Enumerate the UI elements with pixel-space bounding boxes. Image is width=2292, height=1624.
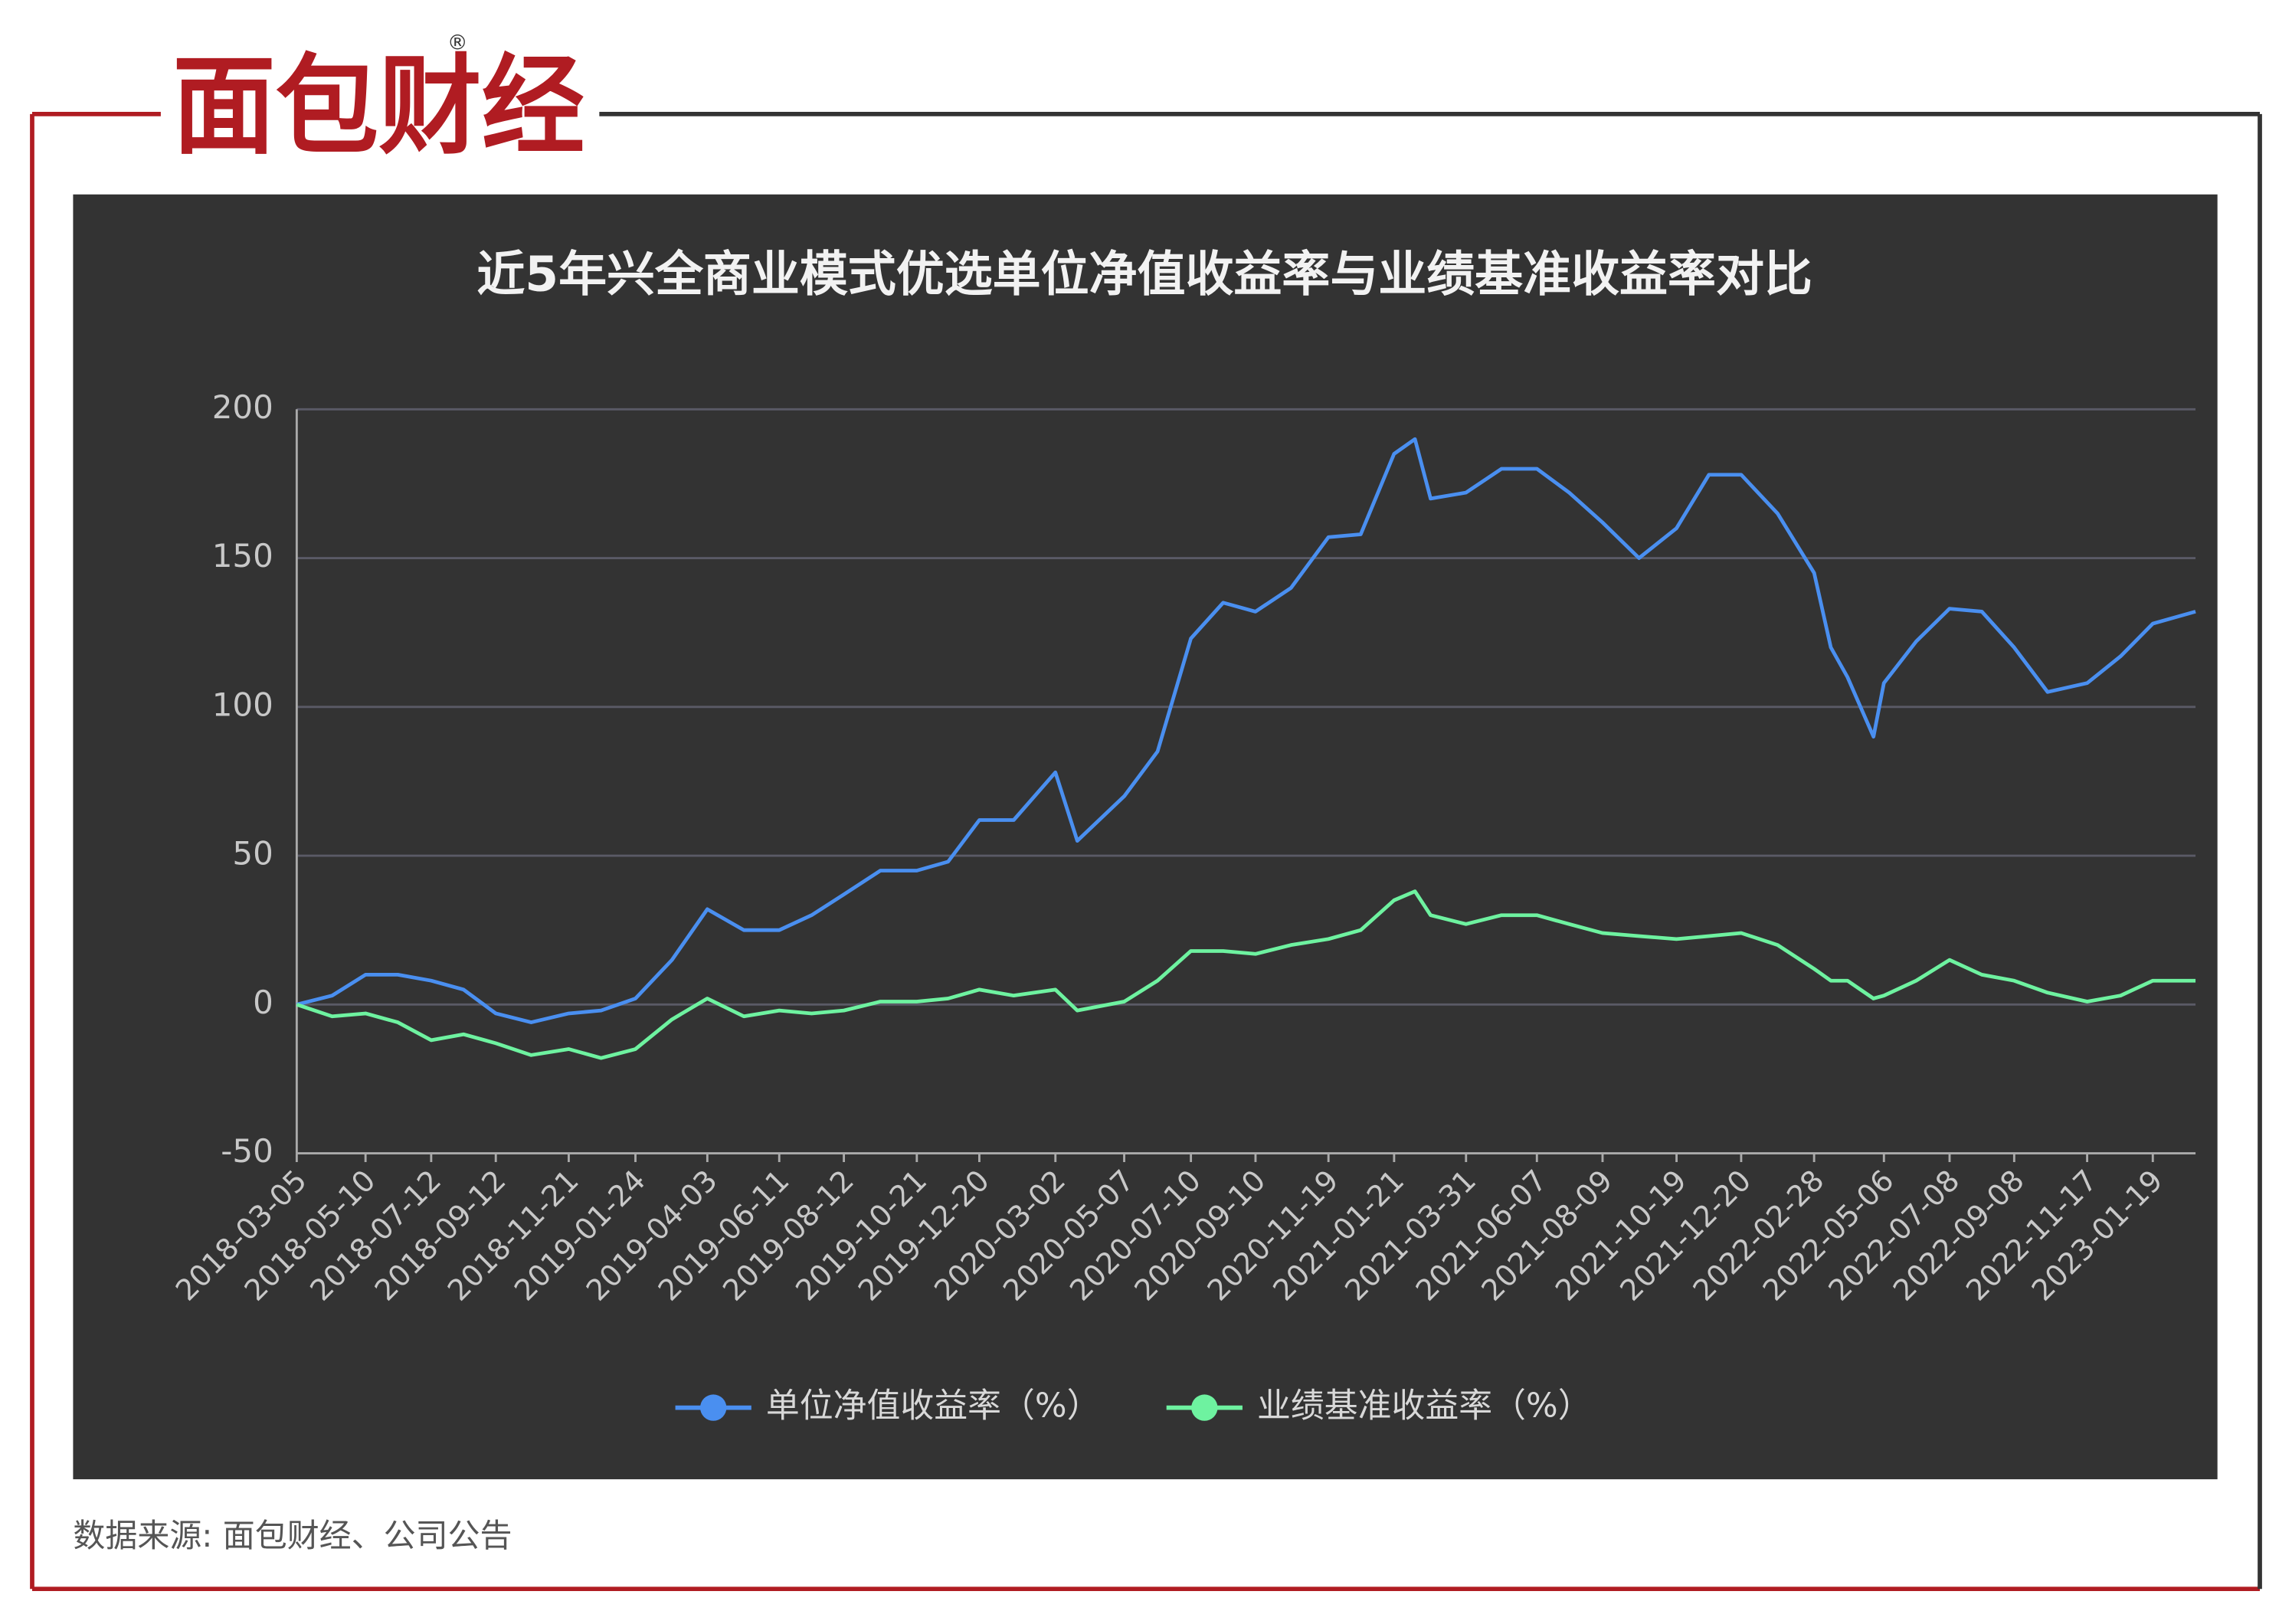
chart-title: 近5年兴全商业模式优选单位净值收益率与业绩基准收益率对比: [476, 247, 1812, 303]
series-line: [296, 889, 2196, 1060]
y-tick-label: 200: [212, 388, 273, 426]
frame: [30, 111, 2262, 1592]
logo-mark: ®: [447, 31, 468, 55]
legend-item[interactable]: 业绩基准收益率（%）: [1166, 1387, 1592, 1426]
y-tick-label: -50: [221, 1132, 273, 1170]
y-tick-label: 150: [212, 537, 273, 575]
y-tick-label: 50: [232, 835, 273, 873]
source-note: 数据来源: 面包财经、公司公告: [73, 1517, 512, 1554]
legend-label: 业绩基准收益率（%）: [1257, 1387, 1592, 1426]
y-tick-label: 100: [212, 686, 273, 723]
legend-marker: [700, 1394, 727, 1421]
legend-marker: [1191, 1394, 1218, 1421]
legend-label: 单位净值收益率（%）: [766, 1387, 1101, 1426]
logo: 面包财经: [172, 44, 584, 169]
y-tick-label: 0: [253, 984, 273, 1021]
legend-item[interactable]: 单位净值收益率（%）: [675, 1387, 1101, 1426]
series-line: [296, 437, 2196, 1024]
